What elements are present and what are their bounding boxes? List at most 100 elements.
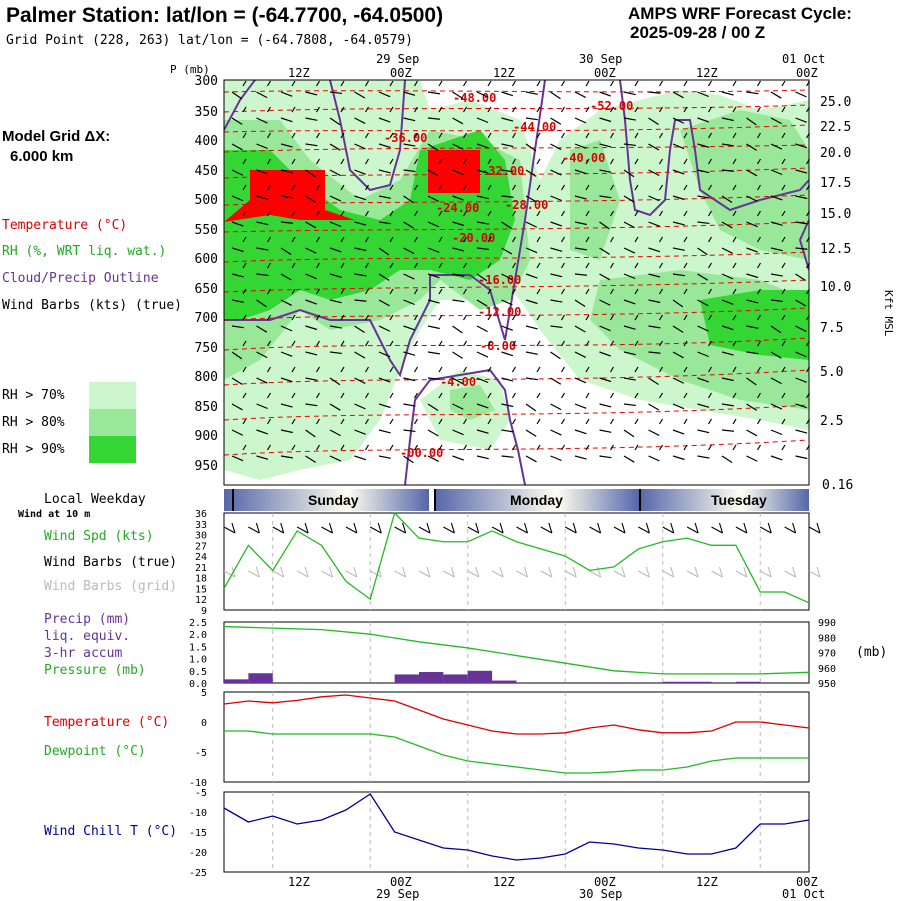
precip-sub2: 3-hr accum — [44, 646, 123, 661]
wind-barb — [623, 210, 639, 229]
y-tick-label: 960 — [818, 664, 836, 675]
wind-barb — [501, 366, 517, 382]
wind-barb — [525, 132, 541, 152]
wind-barb — [329, 314, 345, 329]
wind-barb — [599, 418, 615, 433]
pressure-tick: 950 — [195, 459, 218, 474]
wind-barb — [574, 340, 590, 358]
wind-barb — [403, 132, 419, 147]
wind-barb — [231, 366, 247, 385]
kft-tick: 25.0 — [820, 95, 851, 110]
wind-barb — [648, 80, 664, 94]
wind-barb — [550, 106, 566, 125]
wind-barb — [574, 80, 590, 98]
dewpoint-line — [224, 730, 809, 774]
pressure-tick: 600 — [195, 252, 218, 267]
wind-barb — [795, 80, 811, 98]
temp-contour-label: -32.00 — [481, 164, 524, 178]
wind-barb — [403, 184, 419, 204]
pressure-tick: 900 — [195, 429, 218, 444]
wind-barb — [550, 236, 566, 252]
wind-barb — [746, 158, 762, 177]
y-tick-label: 0.5 — [189, 667, 207, 678]
wind-barb — [231, 184, 247, 202]
wind-barbs-legend: Wind Barbs (kts) (true) — [2, 298, 183, 313]
wind-barb — [525, 80, 541, 95]
dewpoint-series-legend: Dewpoint (°C) — [44, 744, 146, 759]
weekday-label: Local Weekday — [44, 492, 146, 507]
temp-contour-label: -52.00 — [590, 99, 633, 113]
wind-barb — [770, 80, 786, 99]
wind-barb — [697, 314, 713, 332]
wind-barb — [329, 158, 345, 177]
wind-barb — [378, 184, 394, 199]
wind-barb — [599, 106, 615, 123]
wind-barb — [305, 158, 321, 178]
wind-barb — [378, 314, 394, 332]
wind-barb — [795, 392, 811, 409]
wind-barb — [648, 236, 664, 253]
precip-bar — [224, 679, 249, 683]
y-tick-label: 1.5 — [189, 642, 207, 653]
wind-barb — [501, 340, 517, 357]
temp-contour-label: -24.00 — [436, 201, 479, 215]
pressure-unit-label: (mb) — [856, 645, 888, 660]
wind-barb — [231, 418, 247, 436]
temp-contour-label: -8.00 — [480, 339, 516, 353]
temp-contour-label: -20.00 — [452, 231, 495, 245]
wind-barb — [403, 288, 419, 306]
wind-barb — [427, 392, 443, 412]
wind-chill-panel — [223, 791, 810, 873]
rh-80-swatch — [89, 409, 136, 436]
wind-barb — [329, 444, 345, 462]
wind-barb — [672, 366, 688, 384]
wind-barb — [550, 184, 566, 202]
wind-barb — [697, 262, 713, 281]
pressure-tick: 450 — [195, 164, 218, 179]
wind-barb — [427, 80, 443, 95]
wind-barb — [770, 158, 786, 176]
wind-barb-grid — [564, 566, 577, 578]
wind-barb — [599, 444, 615, 459]
wind-barb — [550, 262, 566, 278]
wind-barb — [795, 288, 811, 307]
wind-barb — [623, 262, 639, 280]
wind-barb — [525, 184, 541, 203]
wind-barb — [721, 80, 737, 96]
bottom-date-label: 01 Oct — [782, 887, 826, 901]
wind-barb-true — [540, 522, 553, 534]
wind-barb-grid — [467, 566, 480, 578]
wind-barb-true — [491, 522, 504, 534]
wind-barb — [746, 366, 762, 386]
wind-barb — [501, 314, 517, 331]
y-tick-label: 0 — [201, 718, 207, 729]
wind-barb-true — [686, 522, 699, 534]
wind-barb-true — [321, 522, 334, 534]
wind-barb — [354, 262, 370, 277]
wind-barb — [574, 392, 590, 409]
wind-barb — [550, 392, 566, 411]
wind-barb — [648, 158, 664, 176]
wind-barb — [672, 80, 688, 99]
wind-barb — [672, 158, 688, 175]
wind-barb — [648, 366, 664, 386]
wind-barb — [746, 210, 762, 228]
y-tick-label: 990 — [818, 618, 836, 629]
wind-barb — [721, 262, 737, 280]
precip-pressure-panel — [223, 621, 810, 684]
pressure-tick: 800 — [195, 370, 218, 385]
wind-barb — [550, 210, 566, 227]
wind-barb — [501, 106, 517, 122]
wind-barb — [231, 444, 247, 462]
temp-contour-label: -48.00 — [453, 91, 496, 105]
pressure-tick: 650 — [195, 282, 218, 297]
wind-barb — [795, 106, 811, 123]
forecast-cycle-value: 2025-09-28 / 00 Z — [630, 23, 766, 42]
wind-barb — [770, 184, 786, 201]
y-tick-label: 1.0 — [189, 655, 207, 666]
wind-barb — [280, 340, 296, 357]
model-grid-value: 6.000 km — [10, 148, 74, 165]
wind-barb — [697, 444, 713, 459]
wind-barb — [525, 314, 541, 330]
wind-barb — [697, 418, 713, 434]
